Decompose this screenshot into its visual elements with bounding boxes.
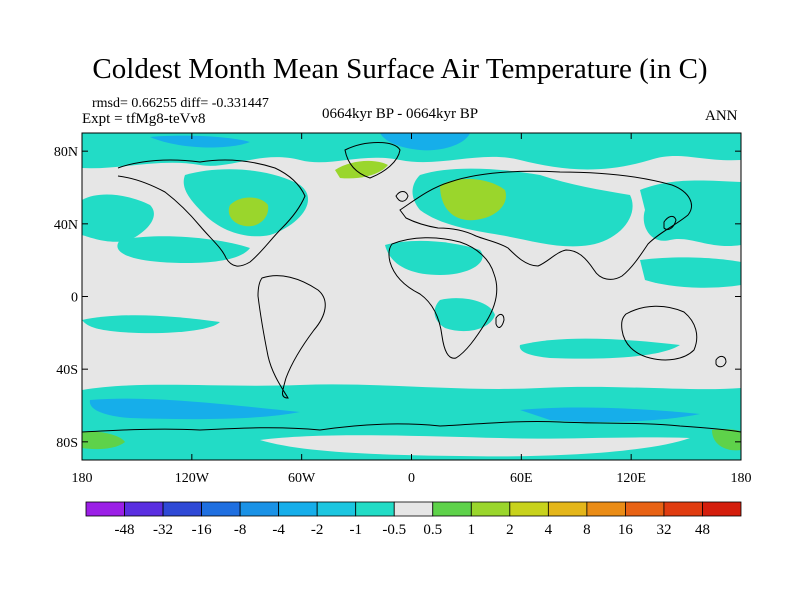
colorbar-swatch <box>586 501 626 517</box>
colorbar-swatch <box>663 501 703 517</box>
coastline-new-zealand <box>715 355 727 368</box>
colorbar-label: -16 <box>192 522 212 538</box>
colorbar-label: 8 <box>583 522 591 538</box>
colorbar-label: 1 <box>468 522 476 538</box>
lat-tick-label: 40S <box>56 363 78 378</box>
colorbar-swatch <box>547 501 588 517</box>
coastline-madagascar <box>495 313 505 328</box>
lon-tick-label: 0 <box>408 471 415 486</box>
colorbar-swatch <box>316 501 357 517</box>
anomaly-fields <box>82 133 741 460</box>
coastlines <box>82 142 741 433</box>
coastline-antarctica <box>82 420 741 433</box>
colorbar-label: 2 <box>506 522 514 538</box>
colorbar-swatch <box>239 501 280 517</box>
lon-tick-label: 120W <box>175 471 210 486</box>
anomaly-region-north-america-warm <box>228 197 269 227</box>
anomaly-region-north-pacific <box>640 180 741 247</box>
anomaly-region-southern-ocean-deep <box>89 398 300 420</box>
season-label: ANN <box>705 108 738 124</box>
coastline-north-america <box>117 159 306 267</box>
coastline-uk <box>395 191 409 202</box>
anomaly-region-tropical-atlantic <box>117 236 250 264</box>
experiment-label: Expt = tfMg8-teVv8 <box>82 111 206 127</box>
anomaly-region-arctic-deep-2 <box>150 135 250 148</box>
lon-tick-label: 60W <box>288 471 316 486</box>
colorbar-swatch <box>85 501 125 517</box>
colorbar-label: 32 <box>656 522 671 538</box>
colorbar-swatch <box>470 501 511 517</box>
anomaly-region-antarctic-interior <box>260 435 690 457</box>
coastline-africa <box>388 237 498 359</box>
latitude-axis: 80N 40N 0 40S 80S <box>54 145 741 451</box>
lon-tick-label: 180 <box>72 471 93 486</box>
colorbar-label: -1 <box>349 522 362 538</box>
colorbar-label: -32 <box>153 522 173 538</box>
colorbar-swatch <box>355 501 395 517</box>
colorbar-label: 48 <box>695 522 710 538</box>
colorbar-swatch <box>393 501 434 517</box>
anomaly-region-arctic-deep <box>380 133 470 151</box>
coastline-eurasia <box>399 170 692 280</box>
coastline-australia <box>621 305 698 361</box>
anomaly-region-africa-south <box>434 298 495 332</box>
rmsd-diff-stats: rmsd= 0.66255 diff= -0.331447 <box>92 96 269 111</box>
colorbar-label: 16 <box>618 522 634 538</box>
colorbar-swatch <box>278 501 318 517</box>
coastline-south-america <box>257 275 326 399</box>
colorbar-swatch <box>509 501 549 517</box>
colorbar-label: -0.5 <box>382 522 406 538</box>
colorbar-swatch <box>702 501 742 517</box>
anomaly-region-eurasia-warm <box>440 178 506 221</box>
colorbar-swatch <box>625 501 665 517</box>
anomaly-region-greenland-warm <box>335 160 388 179</box>
anomaly-region-east-pacific <box>82 315 220 334</box>
anomaly-region-north-pacific-2 <box>82 194 154 242</box>
anomaly-region-south-pacific <box>519 338 680 359</box>
coastline-greenland <box>344 142 401 179</box>
colorbar-swatch <box>162 501 202 517</box>
lat-tick-label: 0 <box>71 291 78 306</box>
lat-tick-label: 80S <box>56 436 78 451</box>
period-label: 0664kyr BP - 0664kyr BP <box>322 106 479 122</box>
colorbar-label: 0.5 <box>423 522 442 538</box>
longitude-axis: 180 120W 60W 0 60E 120E 180 <box>72 133 752 486</box>
lat-tick-label: 40N <box>54 218 78 233</box>
lat-tick-label: 80N <box>54 145 78 160</box>
colorbar-label: -2 <box>311 522 324 538</box>
colorbar-label: -4 <box>272 522 285 538</box>
colorbar-label: 4 <box>545 522 553 538</box>
colorbar-swatch <box>432 501 472 517</box>
lon-tick-label: 120E <box>616 471 646 486</box>
colorbar-label: -8 <box>234 522 247 538</box>
lon-tick-label: 60E <box>510 471 533 486</box>
anomaly-region-antarctic-warm-2 <box>712 429 741 451</box>
colorbar-swatch <box>124 501 164 517</box>
anomaly-region-africa-north <box>385 240 483 275</box>
anomaly-region-southern-ocean-deep-2 <box>520 407 700 422</box>
anomaly-region-west-pacific <box>640 257 741 288</box>
coastline-japan <box>663 215 677 231</box>
anomaly-region-antarctic-warm <box>82 431 125 450</box>
colorbar: -48 -32 -16 -8 -4 -2 -1 -0.5 0.5 1 2 4 8 16 32 48 <box>85 501 742 538</box>
colorbar-swatch <box>201 501 241 517</box>
colorbar-label: -48 <box>115 522 135 538</box>
map-title: Coldest Month Mean Surface Air Temperatu… <box>92 53 708 85</box>
lon-tick-label: 180 <box>731 471 752 486</box>
